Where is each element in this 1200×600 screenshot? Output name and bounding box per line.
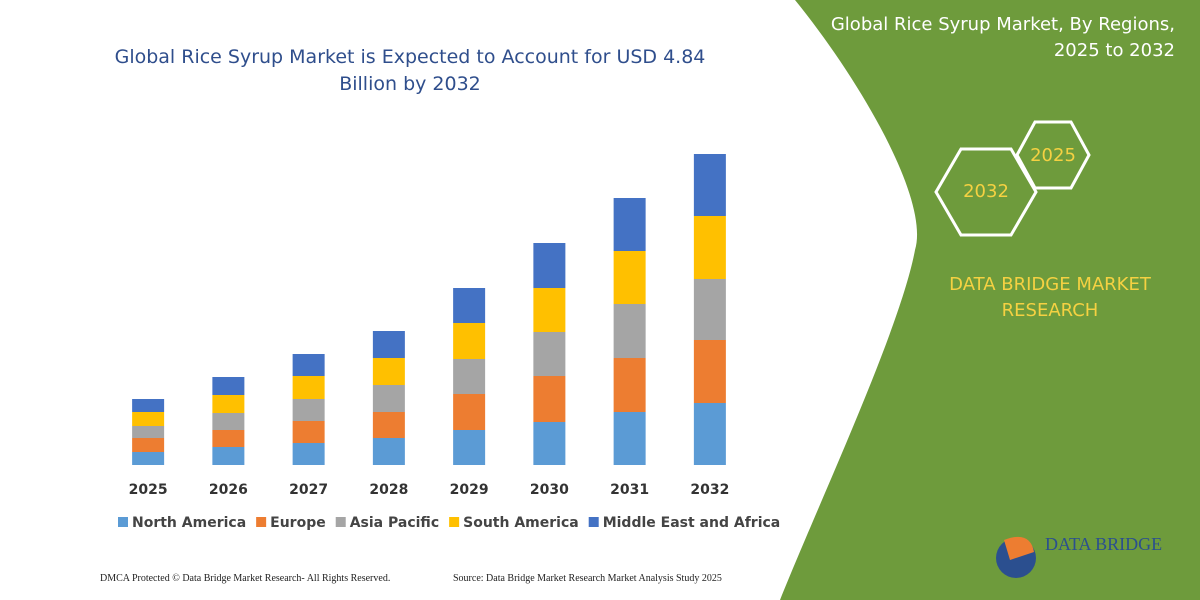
x-tick-label: 2026 [209,482,248,498]
bar-segment [132,412,165,426]
legend-swatch [449,517,460,527]
bar-segment [693,340,726,403]
brand: DATA BRIDGE MARKET RESEARCH [949,274,1151,321]
bar-segment [292,376,325,399]
bar-segment [132,426,165,438]
bar-segment [533,288,566,332]
logo-icon [1004,536,1034,560]
bar-segment [212,430,245,447]
bar-segment [212,395,245,413]
bar-segment [372,438,405,465]
bar-segment [132,452,165,465]
legend-label: Asia Pacific [350,515,439,531]
x-tick-label: 2029 [450,482,489,498]
bar-segment [292,443,325,465]
legend-label: Europe [270,515,326,531]
logo-text: DATA BRIDGE [1045,534,1162,554]
bar-segment [613,198,646,251]
bar-segment [372,412,405,438]
bar-segment [533,243,566,288]
bar-segment [453,394,486,430]
side-title: Global Rice Syrup Market, By Regions, 20… [830,14,1175,61]
side-panel-bg [780,0,1200,600]
bar-segment [533,332,566,376]
bar-segment [372,331,405,358]
bar-segment [292,421,325,443]
legend-swatch [588,517,599,527]
x-tick-label: 2027 [289,482,328,498]
bar-segment [453,288,486,323]
x-tick-label: 2025 [129,482,168,498]
bar-segment [693,154,726,216]
hexagon-label: 2032 [963,181,1009,202]
bar-segment [533,422,566,465]
legend-label: Middle East and Africa [603,515,781,531]
bar-segment [212,447,245,465]
bar-segment [132,438,165,452]
bar-segment [212,413,245,430]
bar-segment [613,412,646,465]
bar-segment [372,358,405,385]
chart-title: Global Rice Syrup Market is Expected to … [114,46,706,95]
x-tick-label: 2032 [690,482,729,498]
bar-segment [453,359,486,394]
footer-left: DMCA Protected © Data Bridge Market Rese… [100,573,391,584]
logo: DATA BRIDGE [996,534,1162,578]
bar-segment [693,403,726,465]
bar-segment [693,216,726,279]
hexagon [1015,120,1091,190]
bar-segment [613,304,646,358]
bar-segment [453,323,486,359]
legend-label: South America [463,515,579,531]
x-tick-label: 2031 [610,482,649,498]
x-tick-label: 2028 [369,482,408,498]
bar-segment [132,399,165,412]
legend-swatch [335,517,346,527]
bar-segment [372,385,405,412]
bar-segment [613,358,646,412]
bar-segment [292,354,325,376]
bar-segment [693,279,726,340]
bar-segment [533,376,566,422]
hexagon [934,147,1038,237]
bar-segment [292,399,325,421]
footer-right: Source: Data Bridge Market Research Mark… [453,573,722,584]
hexagon-label: 2025 [1030,145,1076,166]
x-tick-label: 2030 [530,482,569,498]
legend-swatch [256,517,267,527]
legend-swatch [118,517,128,527]
legend-label: North America [132,515,246,531]
bar-segment [453,430,486,465]
bar-segment [613,251,646,304]
bar-segment [212,377,245,395]
